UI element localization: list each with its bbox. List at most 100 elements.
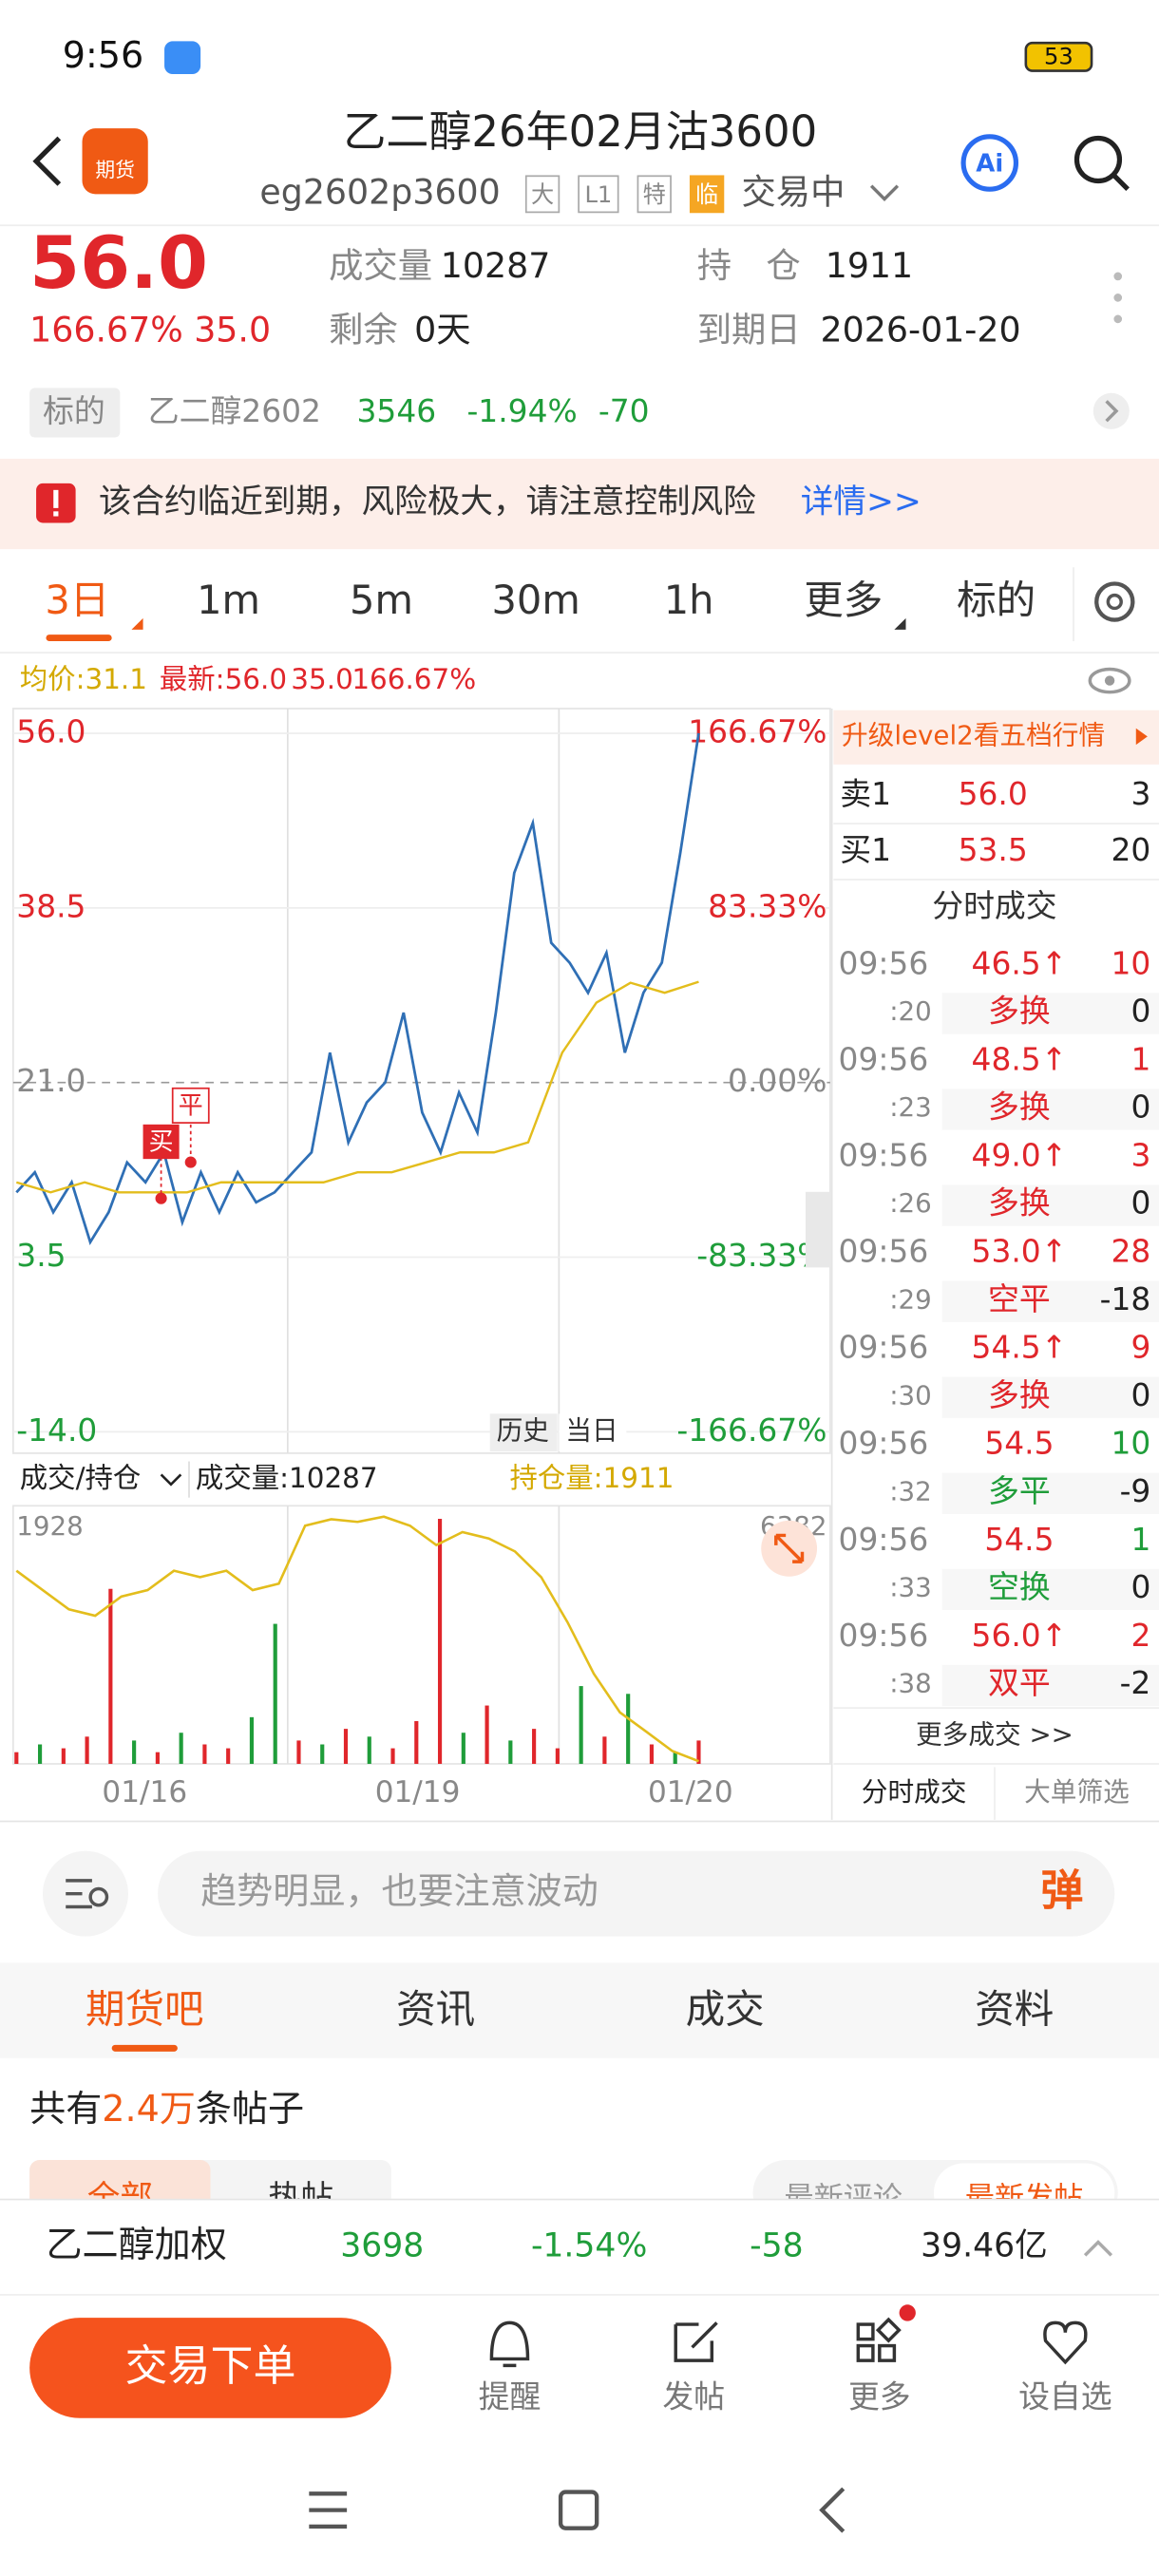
trade-price: 53.0↑ xyxy=(972,1233,1068,1270)
volume-bar xyxy=(508,1740,513,1764)
history-button[interactable] xyxy=(489,1413,558,1452)
volume-bar xyxy=(249,1716,255,1764)
period-tab[interactable]: 1m xyxy=(197,577,260,623)
remaining-label: 剩余 xyxy=(329,310,398,350)
settings-icon[interactable] xyxy=(1094,581,1135,622)
trade-type: 双平 xyxy=(988,1664,1051,1701)
volume-bar xyxy=(179,1733,183,1764)
book-tab[interactable]: 分时成交 xyxy=(862,1776,967,1808)
heart-icon xyxy=(1043,2320,1088,2365)
trade-oi-change: -9 xyxy=(1120,1472,1151,1509)
trade-time: 09:56 xyxy=(839,944,929,981)
banner-arrow xyxy=(1135,728,1148,746)
nav-menu[interactable] xyxy=(309,2491,348,2529)
tag-box xyxy=(689,175,725,214)
today-button[interactable] xyxy=(559,1413,627,1452)
level2-banner[interactable] xyxy=(833,710,1159,765)
section-tab[interactable]: 资料 xyxy=(975,1985,1054,2032)
level2-text[interactable]: 升级level2看五档行情 xyxy=(842,719,1105,750)
tab-corner xyxy=(131,617,143,630)
order-text[interactable]: 交易下单 xyxy=(125,2340,296,2391)
order-button[interactable] xyxy=(29,2318,391,2418)
trade-type-bg xyxy=(941,1472,1159,1514)
book-title: 分时成交 xyxy=(932,887,1056,924)
trade-type-bg xyxy=(941,1568,1159,1611)
search-icon[interactable] xyxy=(1074,135,1123,184)
period-tab[interactable]: 1h xyxy=(664,577,714,623)
expiry-label: 到期日 xyxy=(697,310,801,350)
post-count-part: 共有 xyxy=(29,2088,102,2130)
ticker-chevron[interactable] xyxy=(1083,2240,1113,2257)
tab-corner xyxy=(894,617,906,630)
trade-type: 多换 xyxy=(988,1184,1051,1222)
volume-bar xyxy=(37,1744,43,1764)
trade-sec: :38 xyxy=(889,1668,932,1699)
trade-sec: :30 xyxy=(889,1379,932,1411)
volume-bar xyxy=(226,1748,231,1764)
post-count-part: 条帖子 xyxy=(196,2088,304,2130)
volume-bar xyxy=(555,1748,560,1764)
history[interactable]: 历史 xyxy=(497,1414,549,1446)
underlying-change: -70 xyxy=(598,392,650,429)
ticker-change: -58 xyxy=(750,2227,804,2265)
ask-qty: 3 xyxy=(1130,775,1150,812)
period-tab[interactable]: 标的 xyxy=(957,577,1036,623)
period-tab[interactable]: 更多 xyxy=(804,577,883,623)
section-tab[interactable]: 成交 xyxy=(686,1985,765,2032)
action-label[interactable]: 更多 xyxy=(848,2377,911,2415)
warning-link[interactable]: 详情>> xyxy=(801,483,922,521)
tag-box xyxy=(636,175,672,214)
bell-icon xyxy=(489,2320,530,2368)
action-label[interactable]: 发帖 xyxy=(662,2377,725,2415)
trade-type: 多平 xyxy=(988,1472,1051,1509)
volume-bar xyxy=(390,1748,395,1764)
period-tab[interactable]: 3日 xyxy=(45,577,109,623)
price: 56.0 xyxy=(29,220,208,305)
ask-price: 56.0 xyxy=(959,775,1028,812)
trade-qty: 9 xyxy=(1130,1329,1150,1366)
action-label[interactable]: 提醒 xyxy=(479,2377,542,2415)
legend-pct: 166.67% xyxy=(352,663,476,695)
nav-back[interactable] xyxy=(819,2487,846,2533)
trade-sec: :33 xyxy=(889,1572,932,1603)
volume-bar xyxy=(437,1519,443,1764)
y-tick-pct: 83.33% xyxy=(708,887,826,924)
danmaku-button[interactable]: 弹 xyxy=(1040,1866,1083,1916)
ai-button[interactable] xyxy=(960,134,1019,192)
ai-text[interactable]: Ai xyxy=(976,150,1003,179)
price-line xyxy=(15,732,700,1246)
volume-bar xyxy=(85,1736,89,1764)
comment-input[interactable] xyxy=(158,1850,1115,1937)
trade-type: 多换 xyxy=(988,1089,1051,1126)
action-label[interactable]: 设自选 xyxy=(1018,2377,1112,2415)
nav-home[interactable] xyxy=(558,2490,599,2530)
trade-time: 09:56 xyxy=(839,1617,929,1654)
comment-icon[interactable] xyxy=(42,1850,128,1937)
oi-line xyxy=(15,1515,699,1763)
trade-sec: :23 xyxy=(889,1091,932,1123)
post-icon xyxy=(674,2321,718,2362)
bid-price: 53.5 xyxy=(959,831,1028,868)
panel-selector[interactable]: 成交/持仓 xyxy=(20,1462,142,1494)
section-tab[interactable]: 期货吧 xyxy=(86,1985,204,2032)
volume-bar xyxy=(155,1752,160,1764)
period-tab[interactable]: 30m xyxy=(492,577,580,623)
book-tab[interactable]: 大单筛选 xyxy=(1024,1776,1130,1808)
eye-icon[interactable] xyxy=(1088,667,1131,694)
trade-price: 56.0↑ xyxy=(972,1617,1068,1654)
back-arrow[interactable] xyxy=(32,136,62,186)
more-dot xyxy=(1113,294,1123,302)
bid-label: 买1 xyxy=(840,831,891,868)
oi-axis-max: 1928 xyxy=(16,1510,83,1542)
trade-sec: :26 xyxy=(889,1187,932,1219)
chart-frame xyxy=(11,708,831,1454)
volume-bar xyxy=(579,1686,583,1764)
warning-icon-excl xyxy=(53,489,59,508)
today[interactable]: 当日 xyxy=(565,1414,618,1446)
section-bar xyxy=(0,1962,1159,2058)
section-tab[interactable]: 资讯 xyxy=(396,1985,475,2032)
period-tab[interactable]: 5m xyxy=(350,577,413,623)
more-trades[interactable]: 更多成交 >> xyxy=(916,1719,1074,1751)
trade-qty: 10 xyxy=(1112,944,1151,981)
chevron-bg[interactable] xyxy=(1092,392,1130,429)
